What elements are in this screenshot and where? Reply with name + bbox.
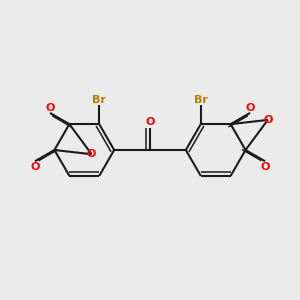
Text: O: O [263, 115, 272, 125]
Text: O: O [145, 117, 155, 127]
Text: O: O [260, 162, 270, 172]
Text: O: O [45, 103, 55, 112]
Text: Br: Br [92, 95, 106, 105]
Text: O: O [245, 103, 255, 112]
Text: Br: Br [194, 95, 208, 105]
Text: O: O [87, 149, 96, 159]
Text: O: O [30, 162, 40, 172]
